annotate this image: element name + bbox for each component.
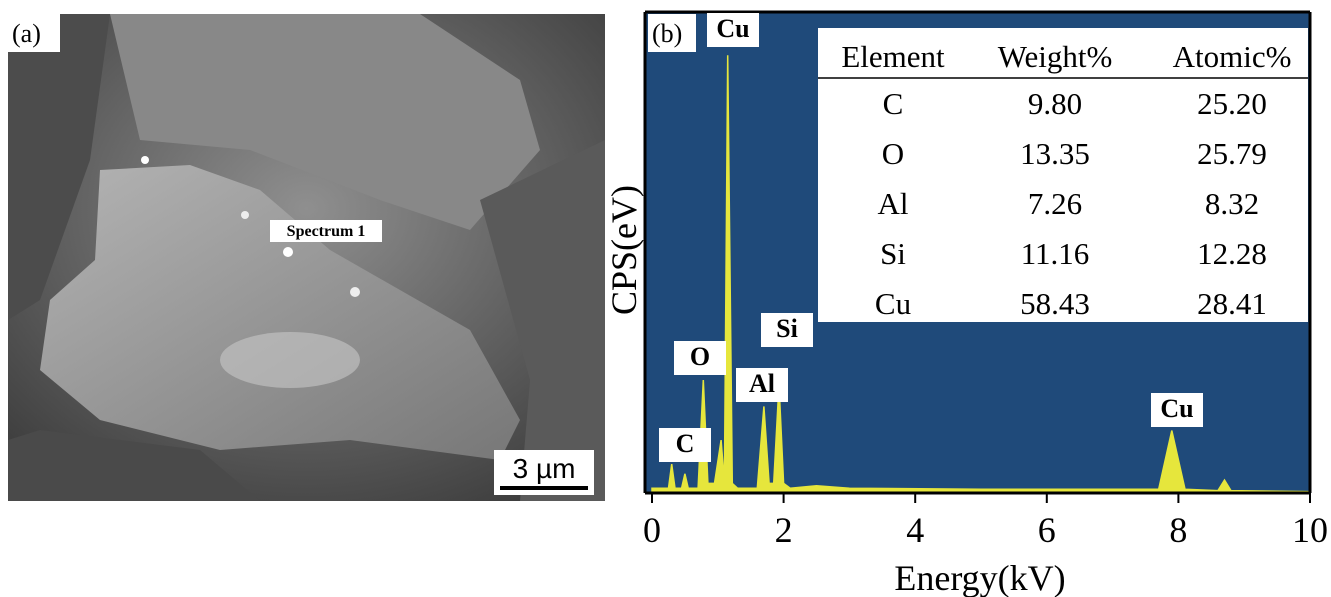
panel-label: (a) <box>12 19 41 48</box>
table-cell: 7.26 <box>1028 186 1082 221</box>
x-tick-label: 0 <box>643 510 661 550</box>
x-tick-label: 8 <box>1169 510 1187 550</box>
peak-label: Al <box>749 369 775 398</box>
table-cell: O <box>882 136 904 171</box>
panel-label: (b) <box>652 19 682 48</box>
table-cell: C <box>883 86 904 121</box>
table-cell: 25.20 <box>1197 86 1267 121</box>
peak-label: Si <box>776 314 798 343</box>
table-cell: Si <box>880 236 906 271</box>
peak-label: Cu <box>716 14 749 43</box>
table-cell: Cu <box>875 286 911 321</box>
y-axis-label: CPS(eV) <box>604 185 644 315</box>
peak-label: Cu <box>1160 394 1193 423</box>
sem-image <box>8 14 605 501</box>
table-cell: 12.28 <box>1197 236 1267 271</box>
scale-bar-label: 3 µm <box>513 453 576 484</box>
figure: (a) Spectrum 1 3 µm 0 2 4 6 8 10 Energy(kV) CPS… <box>0 0 1331 597</box>
table-header: Atomic% <box>1173 39 1292 74</box>
x-tick-label: 10 <box>1292 510 1328 550</box>
x-tick-label: 4 <box>906 510 924 550</box>
peak-label: O <box>690 342 710 371</box>
table-cell: 13.35 <box>1020 136 1090 171</box>
table-cell: 9.80 <box>1028 86 1082 121</box>
table-cell: 8.32 <box>1205 186 1259 221</box>
table-cell: 58.43 <box>1020 286 1090 321</box>
x-tick-label: 2 <box>775 510 793 550</box>
x-axis-label: Energy(kV) <box>894 558 1065 597</box>
x-tick-label: 6 <box>1038 510 1056 550</box>
peak-label: C <box>676 429 695 458</box>
spectrum-label: Spectrum 1 <box>287 223 366 240</box>
table-cell: 28.41 <box>1197 286 1267 321</box>
table-header: Element <box>841 39 945 74</box>
table-cell: 25.79 <box>1197 136 1267 171</box>
table-cell: Al <box>878 186 909 221</box>
table-header: Weight% <box>998 39 1113 74</box>
table-cell: 11.16 <box>1021 236 1090 271</box>
